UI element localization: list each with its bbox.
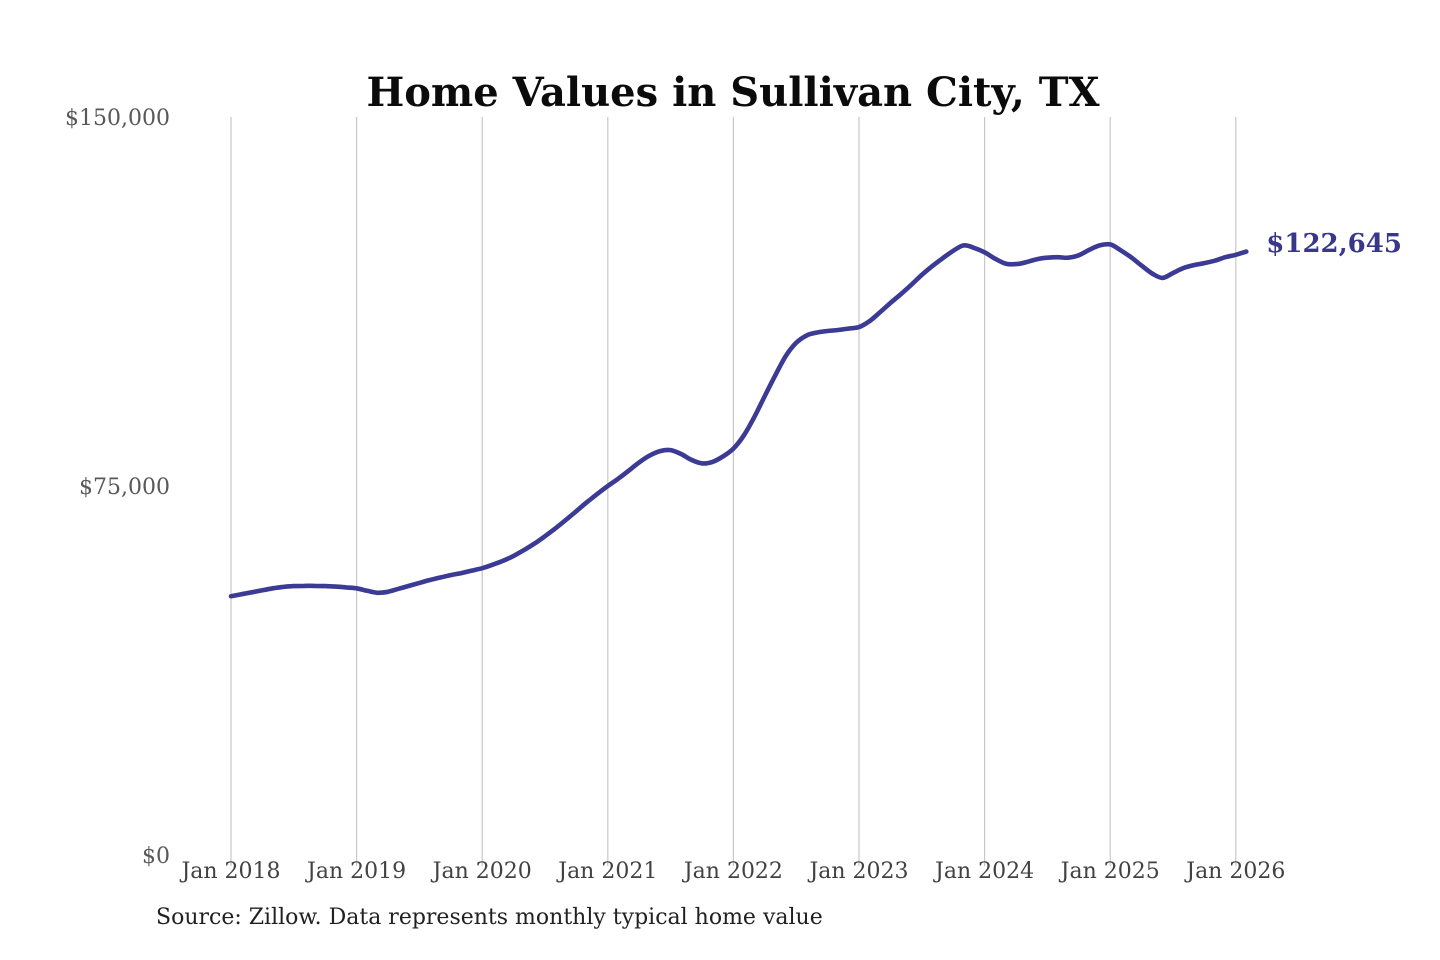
source-note: Source: Zillow. Data represents monthly …	[156, 905, 823, 930]
chart-title: Home Values in Sullivan City, TX	[366, 68, 1100, 116]
y-axis-label: $75,000	[79, 475, 170, 500]
x-axis-label: Jan 2020	[431, 859, 532, 884]
x-axis-label: Jan 2018	[179, 859, 280, 884]
x-axis-label: Jan 2022	[682, 859, 783, 884]
x-axis-label: Jan 2023	[807, 859, 908, 884]
x-axis-label: Jan 2026	[1184, 859, 1285, 884]
x-axis-label: Jan 2019	[305, 859, 406, 884]
y-axis-label: $150,000	[65, 106, 170, 131]
x-axis-label: Jan 2025	[1059, 859, 1160, 884]
home-value-line	[228, 241, 1249, 599]
latest-value-label: $122,645	[1266, 228, 1402, 259]
x-axis-label: Jan 2024	[933, 859, 1034, 884]
x-axis-label: Jan 2021	[556, 859, 657, 884]
y-axis-label: $0	[142, 844, 170, 869]
